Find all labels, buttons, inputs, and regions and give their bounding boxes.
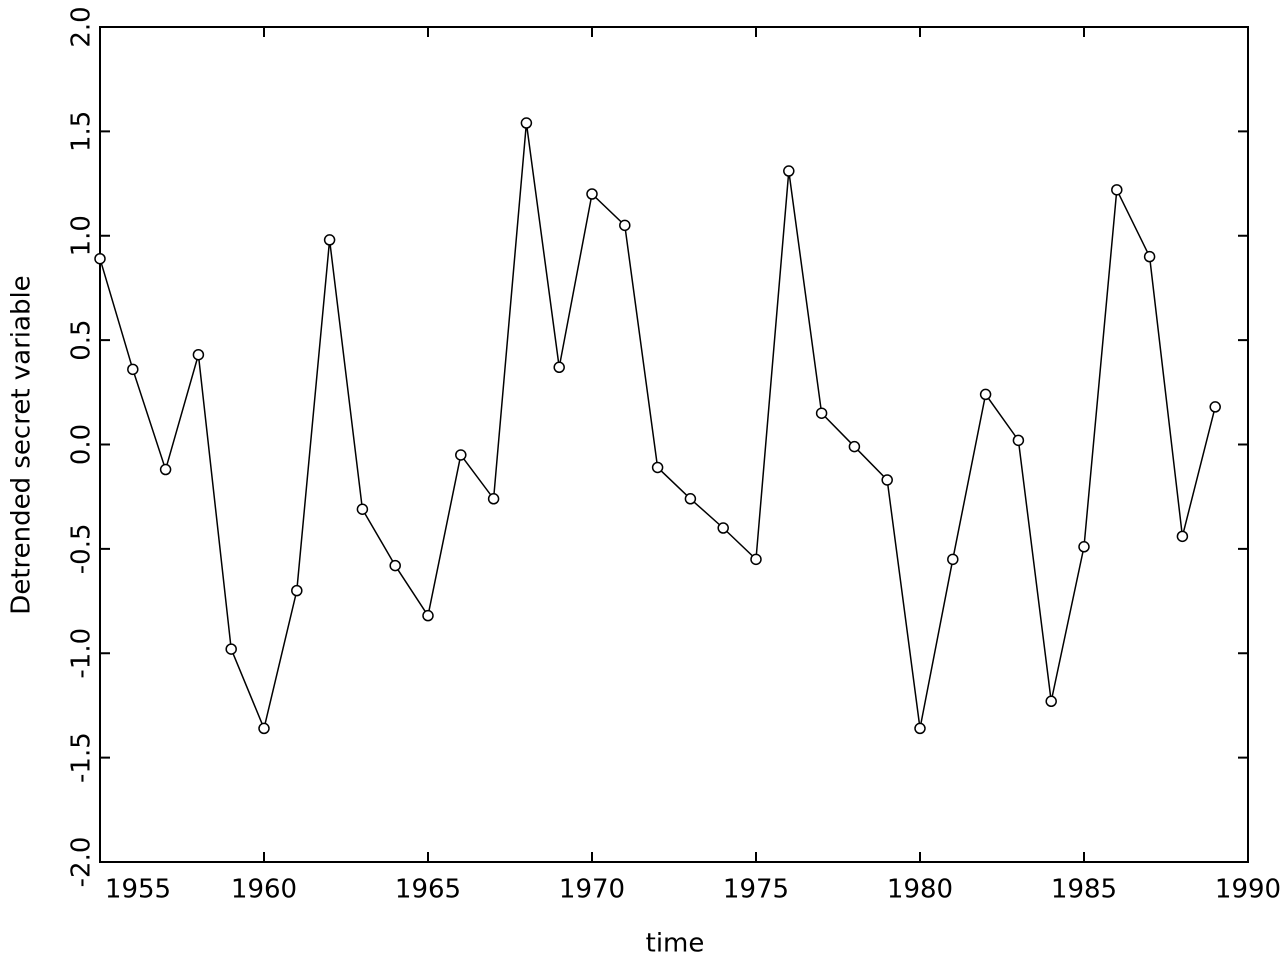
y-tick-label: 0.0 xyxy=(67,424,97,465)
point-marker xyxy=(258,722,270,735)
point-marker xyxy=(1143,250,1156,263)
plot-frame xyxy=(99,26,1249,863)
point-marker xyxy=(914,722,926,735)
point-marker xyxy=(553,361,565,374)
point-marker xyxy=(1012,434,1025,447)
x-tick-label: 1980 xyxy=(887,875,953,905)
y-tick-label: -2.0 xyxy=(67,837,97,888)
point-marker xyxy=(291,584,303,597)
point-marker xyxy=(389,559,401,572)
x-tick-label: 1975 xyxy=(723,875,789,905)
x-axis-label: time xyxy=(646,929,705,959)
point-marker xyxy=(225,643,237,655)
point-marker xyxy=(684,493,697,505)
point-marker xyxy=(159,463,172,476)
x-tick-label: 1985 xyxy=(1051,875,1117,905)
y-tick-label: 1.0 xyxy=(67,215,97,256)
y-tick-label: 1.5 xyxy=(67,111,97,152)
series-line xyxy=(99,122,1216,731)
y-tick-label: 0.5 xyxy=(67,319,97,360)
y-tick-label: 2.0 xyxy=(67,6,97,47)
x-tick-label: 1955 xyxy=(105,875,171,905)
point-marker xyxy=(947,553,959,566)
point-marker xyxy=(1176,530,1189,543)
point-marker xyxy=(192,348,205,361)
point-marker xyxy=(848,440,861,453)
point-marker xyxy=(979,388,992,401)
point-marker xyxy=(520,117,533,129)
point-marker xyxy=(323,234,336,246)
point-marker xyxy=(94,252,106,265)
point-marker xyxy=(1209,401,1221,413)
x-tick-label: 1960 xyxy=(231,875,297,905)
point-marker xyxy=(750,553,762,566)
point-marker xyxy=(1045,695,1057,708)
point-marker xyxy=(815,407,828,419)
x-tick-label: 1965 xyxy=(395,875,461,905)
point-marker xyxy=(422,609,434,622)
point-marker xyxy=(619,219,631,232)
y-tick-label: -1.5 xyxy=(67,732,97,783)
y-tick-label: -1.0 xyxy=(67,628,97,679)
y-axis-label: Detrended secret variable xyxy=(7,275,37,614)
point-marker xyxy=(651,461,664,474)
point-marker xyxy=(586,188,598,200)
x-tick-label: 1990 xyxy=(1215,875,1281,905)
x-tick-label: 1970 xyxy=(559,875,625,905)
point-marker xyxy=(487,493,500,505)
point-marker xyxy=(127,363,139,376)
point-marker xyxy=(356,503,369,515)
point-marker xyxy=(717,522,729,534)
point-marker xyxy=(1078,541,1090,553)
point-marker xyxy=(1111,184,1123,196)
point-marker xyxy=(783,165,795,177)
point-marker xyxy=(881,474,893,486)
point-marker xyxy=(455,449,467,461)
y-tick-label: -0.5 xyxy=(67,524,97,575)
